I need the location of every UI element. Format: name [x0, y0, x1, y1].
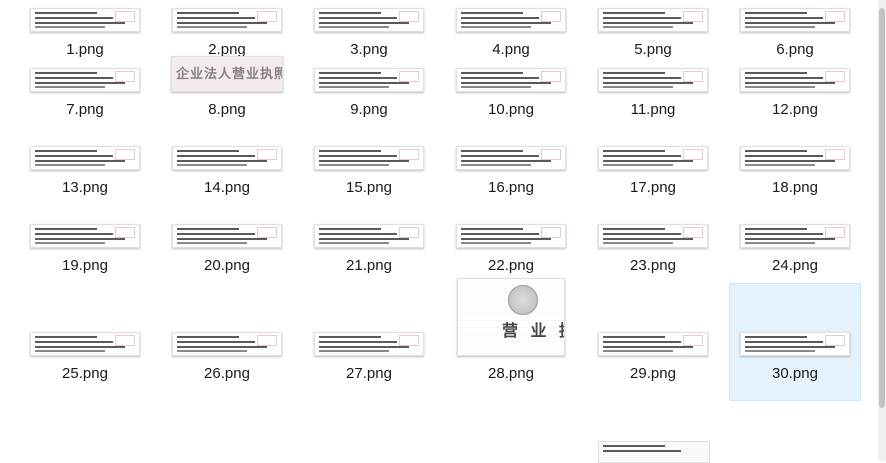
- file-thumbnail: [740, 224, 850, 248]
- file-item[interactable]: 1.png: [20, 0, 150, 76]
- file-thumbnail: [598, 8, 708, 32]
- file-item[interactable]: 11.png: [588, 60, 718, 136]
- file-thumbnail: [740, 68, 850, 92]
- file-thumbnail: [740, 146, 850, 170]
- file-name-label: 11.png: [630, 101, 676, 118]
- file-name-label: 28.png: [488, 365, 534, 382]
- file-item[interactable]: 29.png: [588, 284, 718, 400]
- file-thumbnail: [456, 146, 566, 170]
- file-name-label: 16.png: [488, 179, 534, 196]
- file-thumbnail: 营 业 执: [457, 278, 565, 356]
- file-item[interactable]: 7.png: [20, 60, 150, 136]
- file-name-label: 3.png: [350, 41, 388, 58]
- file-item[interactable]: 2.png: [162, 0, 292, 76]
- file-thumbnail: [456, 224, 566, 248]
- file-name-label: 9.png: [350, 101, 388, 118]
- file-name-label: 27.png: [346, 365, 392, 382]
- file-name-label: 19.png: [62, 257, 108, 274]
- file-thumbnail: [598, 332, 708, 356]
- file-item[interactable]: 5.png: [588, 0, 718, 76]
- file-thumbnail: [30, 8, 140, 32]
- file-thumbnail: 企业法人营业执照: [171, 56, 283, 92]
- file-name-label: 7.png: [66, 101, 104, 118]
- file-item[interactable]: 4.png: [446, 0, 576, 76]
- file-item[interactable]: 27.png: [304, 284, 434, 400]
- file-name-label: 24.png: [772, 257, 818, 274]
- thumbnail-license-text: 营 业 执: [502, 323, 564, 340]
- file-item[interactable]: 12.png: [730, 60, 860, 136]
- file-name-label: 21.png: [346, 257, 392, 274]
- file-item[interactable]: 23.png: [588, 216, 718, 292]
- file-item[interactable]: 18.png: [730, 138, 860, 214]
- file-thumbnail: [456, 8, 566, 32]
- file-item[interactable]: 25.png: [20, 284, 150, 400]
- file-name-label: 2.png: [208, 41, 246, 58]
- file-thumbnail: [30, 146, 140, 170]
- file-name-label: 5.png: [634, 41, 672, 58]
- file-item[interactable]: 16.png: [446, 138, 576, 214]
- file-thumbnail: [30, 68, 140, 92]
- file-item[interactable]: 14.png: [162, 138, 292, 214]
- file-item[interactable]: 20.png: [162, 216, 292, 292]
- file-thumbnail: [314, 68, 424, 92]
- file-thumbnail: [314, 224, 424, 248]
- file-name-label: 25.png: [62, 365, 108, 382]
- file-thumbnail: [598, 68, 708, 92]
- file-name-label: 22.png: [488, 257, 534, 274]
- file-item[interactable]: 企业法人营业执照 8.png: [162, 56, 292, 136]
- file-name-label: 1.png: [66, 41, 104, 58]
- file-item[interactable]: 13.png: [20, 138, 150, 214]
- file-item[interactable]: 15.png: [304, 138, 434, 214]
- file-thumbnail: [172, 146, 282, 170]
- file-item[interactable]: 22.png: [446, 216, 576, 292]
- file-thumbnail: [314, 332, 424, 356]
- file-name-label: 20.png: [204, 257, 250, 274]
- file-item[interactable]: 19.png: [20, 216, 150, 292]
- file-thumbnail: [172, 224, 282, 248]
- thumbnail-banner-title: 企业法人营业执照: [176, 66, 283, 81]
- file-item[interactable]: 21.png: [304, 216, 434, 292]
- file-thumbnail: [314, 146, 424, 170]
- file-name-label: 17.png: [630, 179, 676, 196]
- file-thumbnail: [598, 224, 708, 248]
- file-item[interactable]: 9.png: [304, 60, 434, 136]
- file-thumbnail: [740, 332, 850, 356]
- file-item[interactable]: 6.png: [730, 0, 860, 76]
- file-item[interactable]: 10.png: [446, 60, 576, 136]
- file-name-label: 13.png: [62, 179, 108, 196]
- file-name-label: 26.png: [204, 365, 250, 382]
- partial-thumbnail[interactable]: [598, 441, 710, 463]
- file-name-label: 18.png: [772, 179, 818, 196]
- file-item[interactable]: 26.png: [162, 284, 292, 400]
- file-item[interactable]: 营 业 执 28.png: [446, 278, 576, 400]
- vertical-scrollbar[interactable]: [878, 0, 886, 461]
- file-item[interactable]: 3.png: [304, 0, 434, 76]
- file-name-label: 10.png: [488, 101, 534, 118]
- file-thumbnail: [172, 332, 282, 356]
- file-thumbnail: [30, 332, 140, 356]
- file-name-label: 8.png: [208, 101, 246, 118]
- file-thumbnail: [598, 146, 708, 170]
- file-name-label: 14.png: [204, 179, 250, 196]
- file-thumbnail: [172, 8, 282, 32]
- file-item[interactable]: 17.png: [588, 138, 718, 214]
- file-name-label: 30.png: [772, 365, 818, 382]
- file-item[interactable]: 30.png: [729, 283, 861, 401]
- file-item[interactable]: 24.png: [730, 216, 860, 292]
- file-name-label: 12.png: [772, 101, 818, 118]
- file-name-label: 4.png: [492, 41, 530, 58]
- file-name-label: 29.png: [630, 365, 676, 382]
- file-name-label: 15.png: [346, 179, 392, 196]
- file-thumbnail: [30, 224, 140, 248]
- scrollbar-thumb[interactable]: [879, 8, 885, 408]
- file-name-label: 23.png: [630, 257, 676, 274]
- file-thumbnail: [740, 8, 850, 32]
- file-name-label: 6.png: [776, 41, 814, 58]
- file-thumbnail: [456, 68, 566, 92]
- file-thumbnail: [314, 8, 424, 32]
